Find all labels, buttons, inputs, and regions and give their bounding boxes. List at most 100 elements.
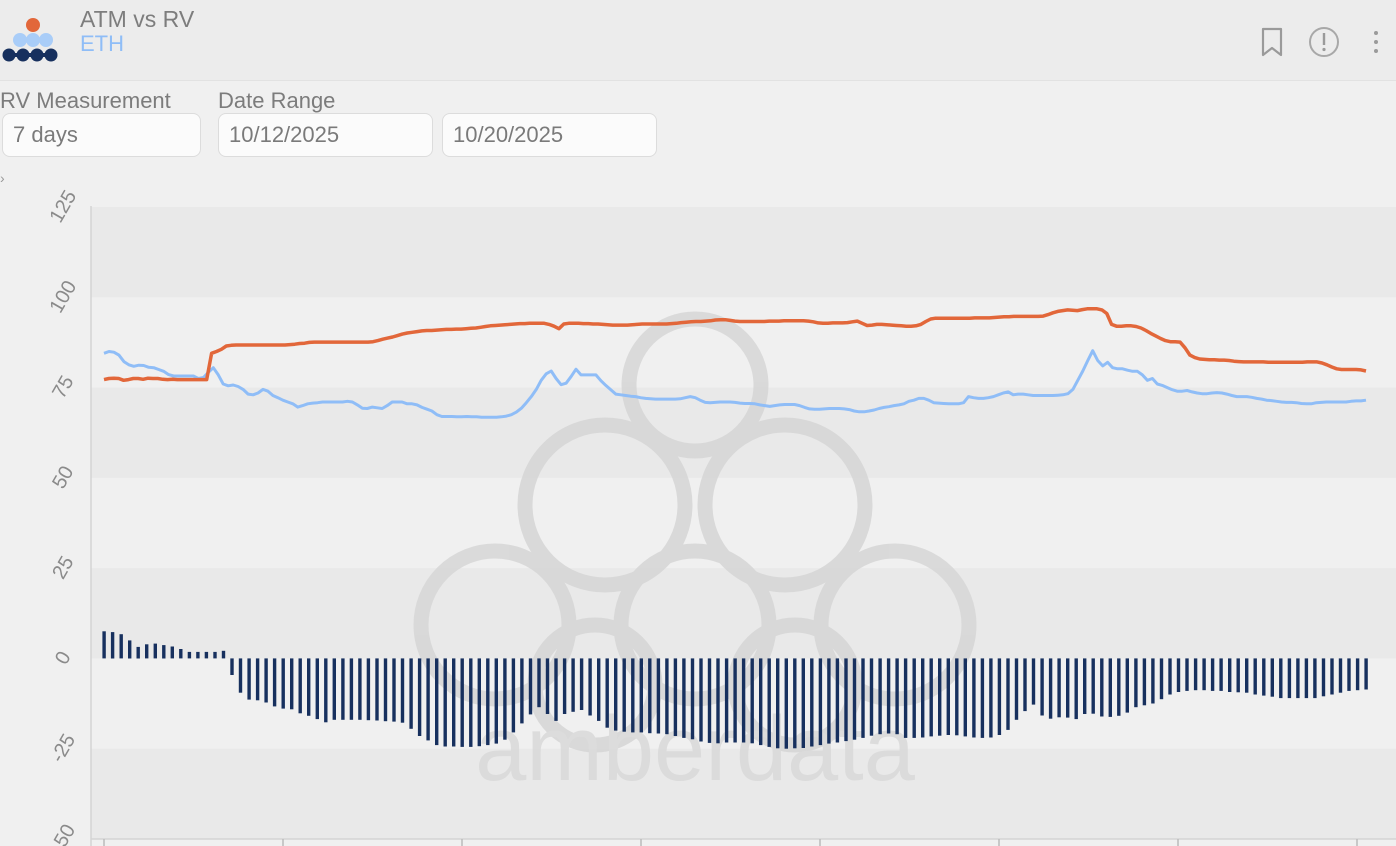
spread-bar — [759, 658, 763, 746]
spread-bar — [648, 658, 652, 734]
spread-bars — [102, 631, 1368, 749]
spread-bar — [793, 658, 797, 749]
spread-bar — [1014, 658, 1019, 720]
bookmark-icon[interactable] — [1254, 24, 1290, 60]
amberdata-logo — [2, 18, 58, 62]
spread-bar — [1176, 658, 1181, 692]
watermark-text: amberdata — [475, 698, 916, 800]
y-tick-label: -25 — [47, 730, 81, 766]
spread-bar — [733, 658, 737, 743]
spread-bar — [1355, 658, 1360, 691]
spread-bar — [724, 658, 729, 743]
spread-bar — [537, 658, 541, 708]
y-tick-label: 25 — [48, 553, 78, 583]
spread-bar — [597, 658, 601, 721]
spread-bar — [145, 644, 149, 659]
grid-band — [91, 207, 1396, 298]
spread-bar — [128, 640, 132, 659]
spread-bar — [315, 658, 319, 720]
spread-bar — [545, 658, 550, 714]
spread-bar — [622, 658, 626, 732]
spread-bar — [264, 658, 268, 703]
spread-bar — [639, 658, 643, 733]
asset-subtitle: ETH — [80, 31, 124, 56]
spread-bar — [921, 658, 925, 738]
expand-chevron-icon[interactable]: › — [0, 170, 5, 186]
chart-controls: RV Measurement Date Range — [0, 80, 700, 180]
spread-bar — [1125, 658, 1129, 713]
date-end-input[interactable] — [442, 113, 657, 157]
spread-bar — [1048, 658, 1053, 719]
spread-bar — [307, 658, 311, 716]
spread-bar — [1091, 658, 1095, 714]
spread-bar — [281, 658, 285, 709]
spread-bar — [776, 658, 780, 749]
spread-bar — [1338, 658, 1343, 693]
spread-bar — [571, 658, 575, 712]
spread-bar — [767, 658, 771, 747]
spread-bar — [1313, 658, 1317, 699]
spread-bar — [1287, 658, 1292, 699]
spread-bar — [477, 658, 481, 747]
spread-bar — [1193, 658, 1198, 691]
spread-bar — [213, 651, 217, 659]
spread-bar — [290, 658, 294, 710]
spread-bar — [844, 658, 848, 742]
spread-bar — [801, 658, 805, 748]
chart-header: ATM vs RV ETH — [0, 0, 1396, 81]
spread-bar — [443, 658, 447, 747]
spread-bar — [682, 658, 686, 738]
spread-bar — [1321, 658, 1326, 697]
spread-bar — [1330, 658, 1334, 695]
amberdata-watermark: amberdata — [413, 311, 977, 800]
spread-bar — [102, 631, 106, 659]
spread-bar — [784, 658, 788, 749]
spread-bar — [460, 658, 464, 747]
spread-bar — [486, 658, 490, 746]
more-vertical-icon[interactable] — [1358, 24, 1394, 60]
rv-measurement-label: RV Measurement — [0, 88, 171, 113]
spread-bar — [221, 650, 226, 659]
spread-bar — [238, 658, 243, 693]
spread-bar — [520, 658, 524, 724]
spread-bar — [1168, 658, 1172, 695]
spread-bar — [1108, 658, 1112, 717]
x-axis-ticks — [103, 839, 1358, 846]
spread-bar — [1219, 658, 1223, 691]
spread-bar — [153, 643, 157, 659]
spread-bar — [204, 651, 209, 659]
spread-bar — [1023, 658, 1027, 712]
date-start-input[interactable] — [218, 113, 433, 157]
spread-bar — [1134, 658, 1138, 708]
spread-bar — [716, 658, 720, 744]
info-icon[interactable] — [1306, 24, 1342, 60]
spread-bar — [383, 658, 388, 722]
spread-bar — [946, 658, 950, 735]
spread-bar — [1228, 658, 1232, 692]
spread-bar — [528, 658, 533, 715]
spread-bar — [707, 658, 712, 743]
spread-bar — [963, 658, 967, 737]
spread-bar — [1066, 658, 1070, 718]
spread-bar — [247, 658, 251, 700]
spread-bar — [1202, 658, 1206, 691]
spread-bar — [503, 658, 507, 740]
spread-bar — [1364, 658, 1368, 690]
spread-bar — [673, 658, 678, 736]
spread-bar — [912, 658, 916, 738]
y-tick-label: 75 — [48, 372, 78, 402]
grid-band — [91, 748, 1396, 839]
spread-bar — [1006, 658, 1010, 730]
spread-bar — [162, 645, 166, 659]
spread-bar — [187, 651, 192, 659]
spread-bar — [1057, 658, 1061, 718]
spread-bar — [230, 658, 234, 675]
spread-bar — [392, 658, 396, 722]
spread-bar — [861, 658, 865, 738]
rv-measurement-select[interactable] — [2, 113, 201, 157]
spread-bar — [1270, 658, 1274, 697]
spread-bar — [332, 658, 336, 720]
spread-bar — [1040, 658, 1044, 716]
spread-bar — [358, 658, 362, 720]
spread-bar — [1296, 658, 1300, 699]
